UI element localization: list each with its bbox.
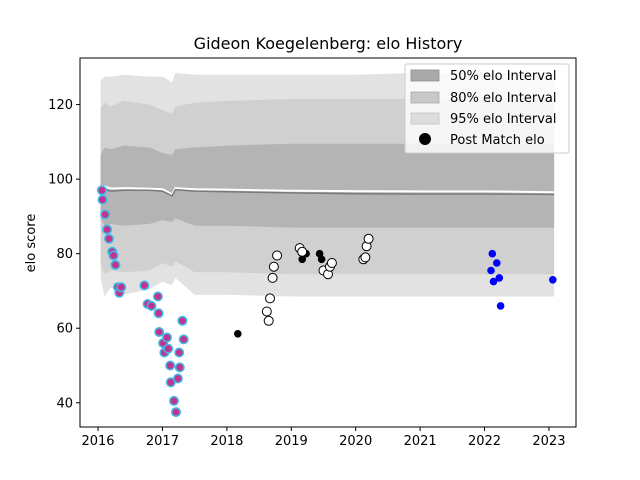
data-point [163,343,174,354]
data-point [116,282,127,293]
legend-label-80: 80% elo Interval [450,91,557,106]
legend-swatch-95 [410,112,440,125]
data-point [265,293,275,304]
data-point [165,360,176,371]
data-point [261,306,272,317]
data-point [488,249,497,258]
data-point [153,308,164,319]
data-point [100,209,111,220]
data-point [108,250,119,261]
legend: 50% elo Interval 80% elo Interval 95% el… [404,63,570,154]
data-point [495,274,504,282]
legend-box [404,63,570,154]
data-point [263,315,274,326]
x-tick-label: 2023 [532,434,565,449]
legend-swatch-50 [410,69,440,82]
data-point [297,246,308,257]
plot-frame [79,57,577,428]
data-point [317,255,326,264]
y-tick-label: 100 [48,173,73,188]
data-point [268,261,279,272]
y-axis-ticks: 40 60 80 100 120 [48,98,80,411]
data-point [171,407,182,418]
chart-title: Gideon Koegelenberg: elo History [194,34,463,53]
data-point [487,266,495,275]
y-tick-label: 40 [56,396,73,411]
data-point [549,276,557,284]
legend-label-95: 95% elo Interval [450,112,557,127]
data-point [489,277,498,286]
post-match-points [96,185,557,418]
data-point [272,250,283,261]
data-point [234,330,242,338]
data-point [152,291,163,302]
data-point [177,315,188,326]
data-point [146,300,157,311]
data-point [97,194,108,205]
x-tick-label: 2021 [404,434,437,449]
data-point [172,373,183,384]
y-tick-label: 120 [48,98,73,113]
data-point [104,233,115,244]
data-point [326,258,337,268]
data-point [360,252,371,263]
median-line [100,188,555,197]
data-point [154,326,165,337]
data-point [139,280,150,291]
x-tick-label: 2020 [339,434,372,449]
central-lines [100,185,555,197]
data-point [174,347,185,358]
data-point [493,259,501,267]
band-50-interval [100,143,555,228]
data-point [169,395,180,406]
legend-swatch-80 [410,91,440,104]
legend-marker-post-match [419,133,431,145]
y-tick-label: 60 [56,322,73,337]
x-axis-ticks: 2016 2017 2018 2019 2020 2021 2022 2023 [81,427,565,449]
data-point [363,233,374,244]
data-point [96,185,107,196]
x-tick-label: 2019 [275,434,308,449]
data-point [110,259,121,270]
data-point [496,302,505,310]
data-point [162,332,173,343]
x-tick-label: 2016 [81,434,114,449]
data-point [178,334,189,345]
data-point [267,272,278,283]
data-point [102,224,113,235]
mean-line [100,185,555,196]
y-tick-label: 80 [56,247,73,262]
x-tick-label: 2022 [468,434,501,449]
y-axis-label: elo score [24,214,39,273]
x-tick-label: 2017 [146,434,179,449]
legend-label-post-match: Post Match elo [450,133,545,148]
legend-label-50: 50% elo Interval [450,69,557,84]
data-point [174,362,185,373]
x-tick-label: 2018 [210,434,243,449]
